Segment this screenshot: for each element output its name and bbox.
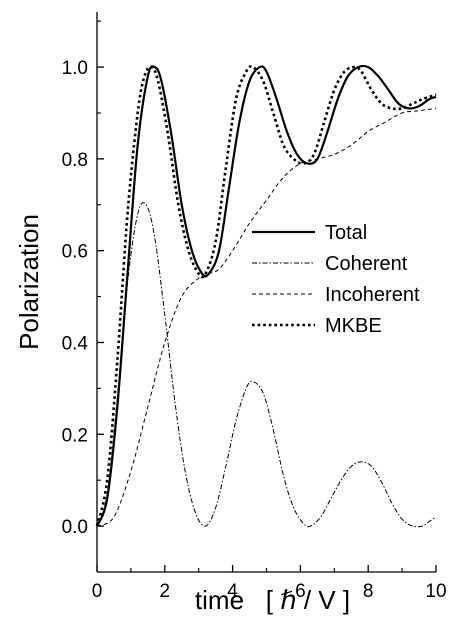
y-tick-label: 0.6	[62, 242, 88, 263]
x-axis-label: time [ ℏ / V ]	[195, 585, 350, 615]
y-tick-label: 0.8	[62, 150, 88, 171]
x-tick-label: 8	[363, 581, 374, 602]
y-tick-label: 0.4	[62, 333, 89, 354]
legend-label-total: Total	[325, 222, 367, 244]
axes-layer: 0 2 4 6 8 10 0.0 0.2 0.4 0.6 0.8 1.0	[62, 12, 447, 602]
y-axis-label: Polarization	[14, 214, 44, 350]
legend-label-mkbe: MKBE	[325, 315, 382, 337]
x-tick-label: 10	[425, 581, 446, 602]
legend: Total Coherent Incoherent MKBE	[252, 222, 420, 337]
x-tick-label: 2	[160, 581, 171, 602]
y-tick-label: 0.2	[62, 425, 88, 446]
legend-label-incoherent: Incoherent	[325, 284, 420, 306]
series-layer	[95, 64, 437, 528]
series-line-incoherent	[96, 107, 437, 527]
x-tick-label: 6	[295, 581, 306, 602]
legend-label-coherent: Coherent	[325, 253, 408, 275]
x-tick-label: 4	[227, 581, 238, 602]
series-line-coherent	[96, 202, 437, 528]
x-tick-label: 0	[92, 581, 103, 602]
series-line-total	[95, 64, 437, 527]
y-tick-label: 1.0	[62, 58, 88, 79]
y-tick-label: 0.0	[62, 517, 88, 538]
